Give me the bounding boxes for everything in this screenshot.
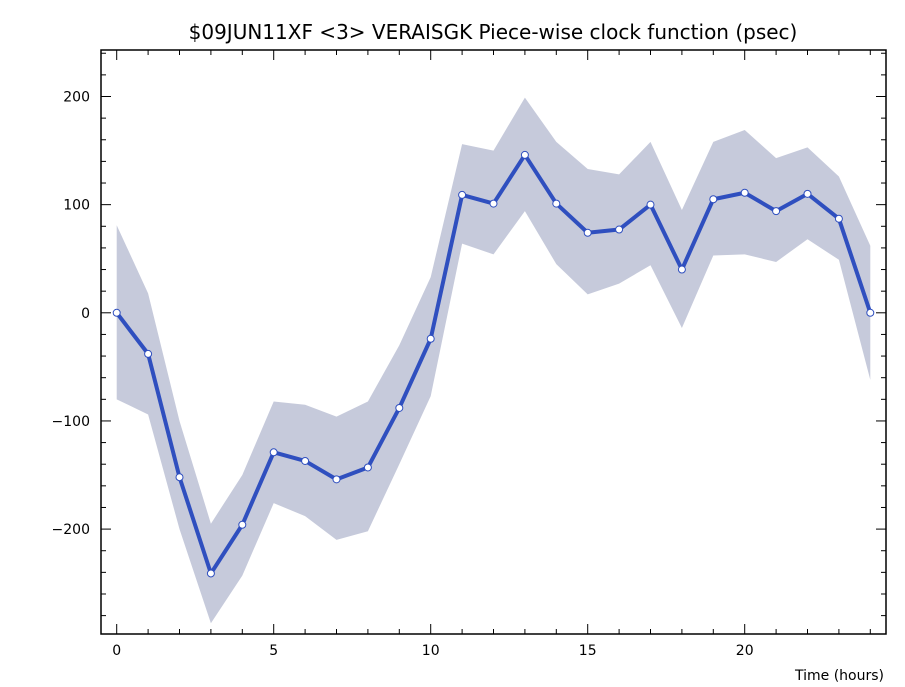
data-point (144, 349, 153, 358)
data-point (426, 334, 435, 343)
data-point (520, 150, 529, 159)
y-tick-label: 0 (81, 306, 90, 322)
data-point (677, 265, 686, 274)
data-point (772, 207, 781, 216)
x-tick-label: 5 (269, 643, 278, 659)
data-point (866, 308, 875, 317)
uncertainty-band (116, 97, 871, 624)
data-point (615, 225, 624, 234)
data-point (238, 520, 247, 529)
tick-label-layer: 0 5 10 15 20 −200 −100 0 100 200 (52, 90, 754, 659)
chart-title: $09JUN11XF <3> VERAISGK Piece-wise clock… (189, 20, 798, 44)
axes-layer (100, 49, 887, 635)
data-point (395, 403, 404, 412)
data-point (112, 308, 121, 317)
y-tick-label: 100 (63, 198, 90, 214)
x-tick-label: 15 (579, 643, 597, 659)
y-tick-label: −100 (52, 414, 90, 430)
uncertainty-band-layer (116, 97, 871, 624)
data-point (301, 456, 310, 465)
x-axis-label: Time (hours) (794, 668, 884, 684)
y-tick-label: −200 (52, 522, 90, 538)
data-point (552, 199, 561, 208)
data-point (709, 195, 718, 204)
y-tick-label: 200 (63, 90, 90, 106)
data-point (489, 199, 498, 208)
data-point (363, 463, 372, 472)
data-point (269, 448, 278, 457)
data-point (834, 214, 843, 223)
x-tick-label: 20 (736, 643, 754, 659)
data-point (583, 228, 592, 237)
data-point (175, 473, 184, 482)
data-point (206, 569, 215, 578)
data-point (803, 189, 812, 198)
data-point (332, 475, 341, 484)
data-point (646, 200, 655, 209)
x-tick-label: 10 (422, 643, 440, 659)
data-point (740, 188, 749, 197)
x-tick-label: 0 (112, 643, 121, 659)
data-point (458, 190, 467, 199)
data-point-layer (112, 150, 875, 578)
